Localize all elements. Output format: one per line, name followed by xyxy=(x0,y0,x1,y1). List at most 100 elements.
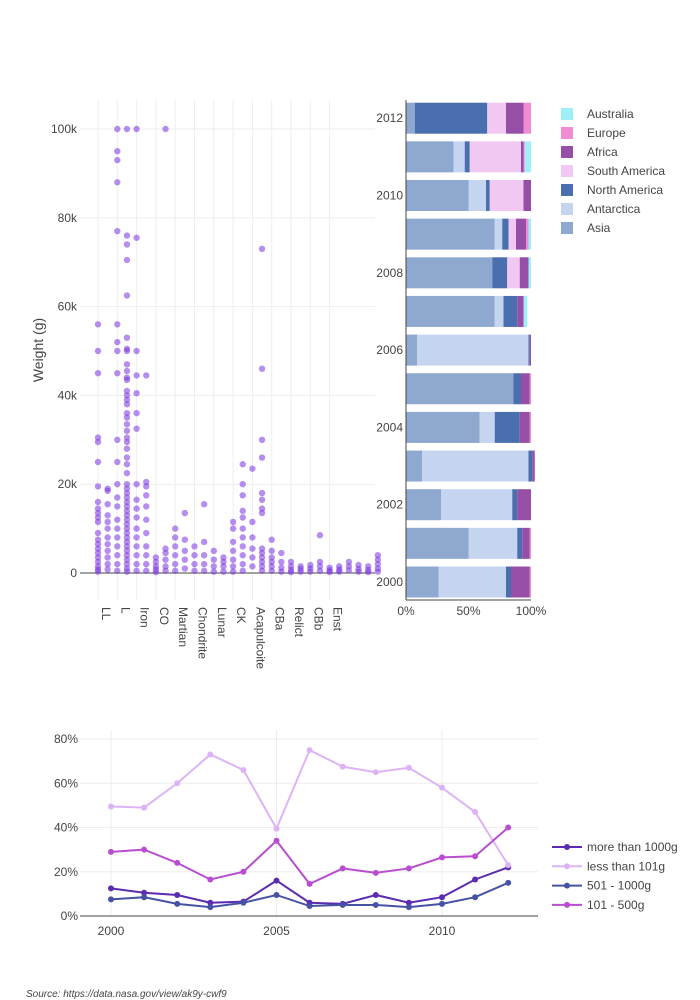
scatter-point[interactable] xyxy=(316,563,324,570)
bar-legend-swatch[interactable] xyxy=(561,184,573,196)
line-legend-marker[interactable] xyxy=(564,863,570,870)
scatter-point[interactable] xyxy=(123,454,131,461)
series-point-101-500g[interactable] xyxy=(273,837,280,844)
scatter-point[interactable] xyxy=(104,554,111,561)
bar-segment-asia[interactable] xyxy=(406,489,441,521)
scatter-point[interactable] xyxy=(94,568,102,575)
scatter-point[interactable] xyxy=(133,525,140,532)
scatter-point[interactable] xyxy=(191,552,198,559)
scatter-point[interactable] xyxy=(162,545,169,552)
scatter-point[interactable] xyxy=(123,376,131,384)
series-point-101-500g[interactable] xyxy=(240,868,247,875)
bar-legend-label[interactable]: South America xyxy=(587,164,665,178)
scatter-point[interactable] xyxy=(94,321,102,328)
scatter-point[interactable] xyxy=(374,560,382,568)
bar-segment-asia[interactable] xyxy=(406,527,469,559)
scatter-point[interactable] xyxy=(143,516,150,523)
scatter-point[interactable] xyxy=(191,560,198,568)
scatter-point[interactable] xyxy=(249,518,256,526)
scatter-point[interactable] xyxy=(123,534,131,541)
scatter-point[interactable] xyxy=(114,503,121,510)
series-point-less-than-101g[interactable] xyxy=(207,751,214,758)
series-point-101-500g[interactable] xyxy=(306,880,313,887)
scatter-point[interactable] xyxy=(133,481,140,488)
scatter-point[interactable] xyxy=(114,534,121,541)
bar-segment-europe[interactable] xyxy=(526,218,529,250)
scatter-point[interactable] xyxy=(114,543,121,550)
scatter-point[interactable] xyxy=(278,558,285,566)
scatter-point[interactable] xyxy=(258,509,266,517)
scatter-point[interactable] xyxy=(258,489,266,497)
bar-segment-africa[interactable] xyxy=(523,180,532,211)
scatter-point[interactable] xyxy=(123,401,131,408)
series-point-more-than-1000g[interactable] xyxy=(405,899,412,906)
series-point-501-1000g[interactable] xyxy=(372,901,379,908)
scatter-point[interactable] xyxy=(220,554,227,561)
scatter-point[interactable] xyxy=(123,543,131,550)
bar-segment-north-america[interactable] xyxy=(512,489,518,521)
scatter-point[interactable] xyxy=(133,543,140,550)
scatter-point[interactable] xyxy=(172,534,179,541)
scatter-point[interactable] xyxy=(239,552,246,559)
bar-segment-asia[interactable] xyxy=(406,334,418,366)
bar-segment-europe[interactable] xyxy=(529,527,531,559)
bar-segment-africa[interactable] xyxy=(519,411,530,443)
series-point-101-500g[interactable] xyxy=(372,869,379,876)
scatter-point[interactable] xyxy=(172,543,179,550)
bar-legend-label[interactable]: North America xyxy=(587,183,663,197)
scatter-point[interactable] xyxy=(123,529,131,537)
scatter-point[interactable] xyxy=(374,556,382,563)
scatter-point[interactable] xyxy=(94,505,102,512)
bar-segment-antarctica[interactable] xyxy=(494,218,503,250)
scatter-point[interactable] xyxy=(123,367,131,375)
scatter-point[interactable] xyxy=(162,125,169,133)
scatter-point[interactable] xyxy=(123,125,131,133)
scatter-point[interactable] xyxy=(249,534,256,541)
scatter-point[interactable] xyxy=(123,392,131,399)
series-point-less-than-101g[interactable] xyxy=(306,747,313,754)
series-point-101-500g[interactable] xyxy=(339,865,346,872)
series-point-less-than-101g[interactable] xyxy=(240,766,247,773)
scatter-point[interactable] xyxy=(278,549,285,557)
scatter-point[interactable] xyxy=(143,543,150,550)
scatter-point[interactable] xyxy=(258,436,266,443)
scatter-point[interactable] xyxy=(104,512,111,519)
bar-legend-swatch[interactable] xyxy=(561,127,573,139)
bar-segment-europe[interactable] xyxy=(529,411,531,443)
scatter-point[interactable] xyxy=(229,568,237,575)
bar-segment-north-america[interactable] xyxy=(464,141,470,173)
series-point-501-1000g[interactable] xyxy=(439,900,445,907)
bar-legend-swatch[interactable] xyxy=(561,146,573,158)
series-point-more-than-1000g[interactable] xyxy=(273,877,280,884)
series-point-501-1000g[interactable] xyxy=(141,894,148,901)
scatter-point[interactable] xyxy=(200,552,208,559)
line-legend[interactable]: more than 1000g less than 101g 501 - 1000g… xyxy=(552,840,678,912)
bar-legend-swatch[interactable] xyxy=(561,203,573,215)
scatter-point[interactable] xyxy=(143,560,150,568)
scatter-point[interactable] xyxy=(316,558,324,566)
scatter-point[interactable] xyxy=(94,549,102,557)
series-point-less-than-101g[interactable] xyxy=(174,780,181,787)
scatter-point[interactable] xyxy=(200,538,208,546)
scatter-point[interactable] xyxy=(345,567,353,574)
scatter-point[interactable] xyxy=(200,500,208,508)
series-point-501-1000g[interactable] xyxy=(505,879,512,886)
scatter-point[interactable] xyxy=(268,547,275,554)
scatter-point[interactable] xyxy=(94,545,102,552)
bar-legend-swatch[interactable] xyxy=(561,165,573,177)
scatter-point[interactable] xyxy=(123,525,131,532)
scatter-point[interactable] xyxy=(114,370,121,377)
bar-segment-north-america[interactable] xyxy=(414,102,488,134)
scatter-point[interactable] xyxy=(229,547,237,554)
scatter-point[interactable] xyxy=(123,396,131,404)
scatter-point[interactable] xyxy=(123,512,131,519)
scatter-point[interactable] xyxy=(94,458,102,466)
scatter-point[interactable] xyxy=(239,534,246,541)
bar-segment-asia[interactable] xyxy=(406,257,493,289)
scatter-point[interactable] xyxy=(123,552,131,559)
scatter-point[interactable] xyxy=(114,494,121,501)
series-line-less-than-101g[interactable] xyxy=(110,748,510,866)
scatter-point[interactable] xyxy=(114,148,121,155)
bar-segment-antarctica[interactable] xyxy=(468,180,487,211)
series-point-more-than-1000g[interactable] xyxy=(174,891,181,898)
